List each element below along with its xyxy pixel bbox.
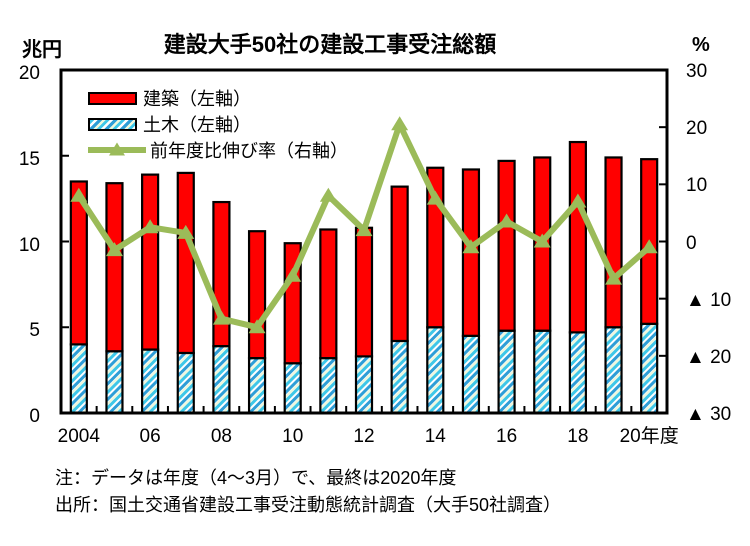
triangle-marker-2017 [533,233,551,248]
left-axis-tick-label: 20 [18,63,40,84]
source-line: 出所：国土交通省建設工事受注動態統計調査（大手50社調査） [55,495,562,515]
bar-construction-2012 [354,226,374,358]
bar-civil-2006 [141,348,160,415]
bar-civil-2018 [568,331,587,415]
bar-civil-2009 [247,357,267,415]
right-axis-tick-label: ▲ 30 [686,404,732,425]
bar-construction-2009 [247,230,267,360]
bar-civil-2013 [390,339,409,415]
triangle-marker-2014 [426,190,444,205]
bar-civil-2008 [212,345,231,415]
triangle-marker-2011 [319,187,337,202]
triangle-marker-2004 [70,187,88,202]
bar-civil-2014 [426,326,445,415]
legend-swatch-red-bar [88,91,137,105]
legend-label: 土木（左軸） [143,115,251,135]
right-axis-unit: % [692,34,710,56]
x-axis-tick-label: 20年度 [619,426,679,447]
bar-civil-2010 [283,362,302,415]
left-axis-tick-label: 0 [29,406,40,427]
left-axis-tick-label: 15 [18,148,40,170]
legend-swatch-hatched-bar [88,117,137,131]
legend-label: 前年度比伸び率（右軸） [150,141,348,161]
legend-label: 建築（左軸） [143,89,251,109]
left-axis-tick-label: 10 [18,234,40,256]
footnotes: 注：データは年度（4～3月）で、最終は2020年度 出所：国土交通省建設工事受注… [55,465,561,519]
right-axis-tick-label: 20 [686,118,708,140]
triangle-marker-2005 [105,242,123,257]
bar-civil-2011 [319,357,338,415]
bar-construction-2011 [319,228,338,360]
bar-construction-2019 [604,156,623,329]
legend-item-construction: 建築（左軸） [88,85,348,111]
bar-civil-2019 [604,326,623,415]
triangle-marker-2010 [284,267,302,282]
legend-item-civil: 土木（左軸） [88,111,348,137]
x-axis-tick-label: 06 [139,426,161,447]
triangle-marker-2009 [248,319,266,334]
axis-ticks [61,126,667,413]
bar-civil-2016 [497,329,516,415]
bar-civil-2007 [176,351,195,415]
right-axis-tick-label: 30 [686,61,708,82]
triangle-marker-2007 [177,224,195,239]
bar-construction-2006 [141,173,160,351]
bar-construction-2018 [568,140,587,334]
triangle-marker-2008 [212,310,230,325]
x-axis-tick-label: 16 [496,426,518,447]
triangle-marker-2020 [640,239,658,254]
x-axis-tick-label: 14 [424,426,446,447]
triangle-marker-2006 [141,219,159,234]
left-axis-unit: 兆円 [22,39,62,61]
triangle-marker-2012 [355,222,373,237]
left-axis-tick-label: 5 [29,320,40,342]
right-axis-tick-label: ▲ 20 [686,346,732,368]
bar-construction-2007 [176,171,195,355]
bar-construction-2013 [390,185,409,343]
triangle-marker-2018 [569,193,587,208]
x-axis-tick-label: 10 [282,426,304,447]
x-axis-tick-label: 18 [567,426,589,447]
legend: 建築（左軸） 土木（左軸） 前年度比伸び率（右軸） [88,85,348,163]
legend-item-growth-line: 前年度比伸び率（右軸） [88,137,348,163]
right-axis-tick-label: 10 [686,175,708,197]
right-axis-tick-label: 0 [686,232,697,254]
x-axis-tick-label: 2004 [57,426,100,447]
triangle-marker-2019 [605,270,623,285]
bar-civil-2004 [69,343,88,415]
growth-line-markers [70,116,658,334]
bar-civil-2012 [354,355,374,415]
bar-construction-2016 [497,159,516,332]
triangle-marker-2013 [391,116,409,131]
bar-civil-2015 [461,334,481,415]
note-line: 注：データは年度（4～3月）で、最終は2020年度 [55,468,457,488]
bar-civil-2017 [533,329,552,415]
bar-construction-2004 [69,180,88,346]
bar-civil-2020 [640,322,659,415]
bar-civil-2005 [105,350,124,415]
right-axis-tick-label: ▲ 10 [686,289,732,311]
legend-swatch-green-line-triangle-marker [88,146,146,154]
chart-title: 建設大手50社の建設工事受注総額 [163,32,497,57]
triangle-marker-2015 [462,239,480,254]
bars-group [69,140,659,415]
triangle-marker-2016 [498,213,516,228]
x-axis-tick-label: 12 [353,426,375,447]
bar-construction-2005 [105,182,124,353]
x-axis-tick-label: 08 [210,426,232,447]
